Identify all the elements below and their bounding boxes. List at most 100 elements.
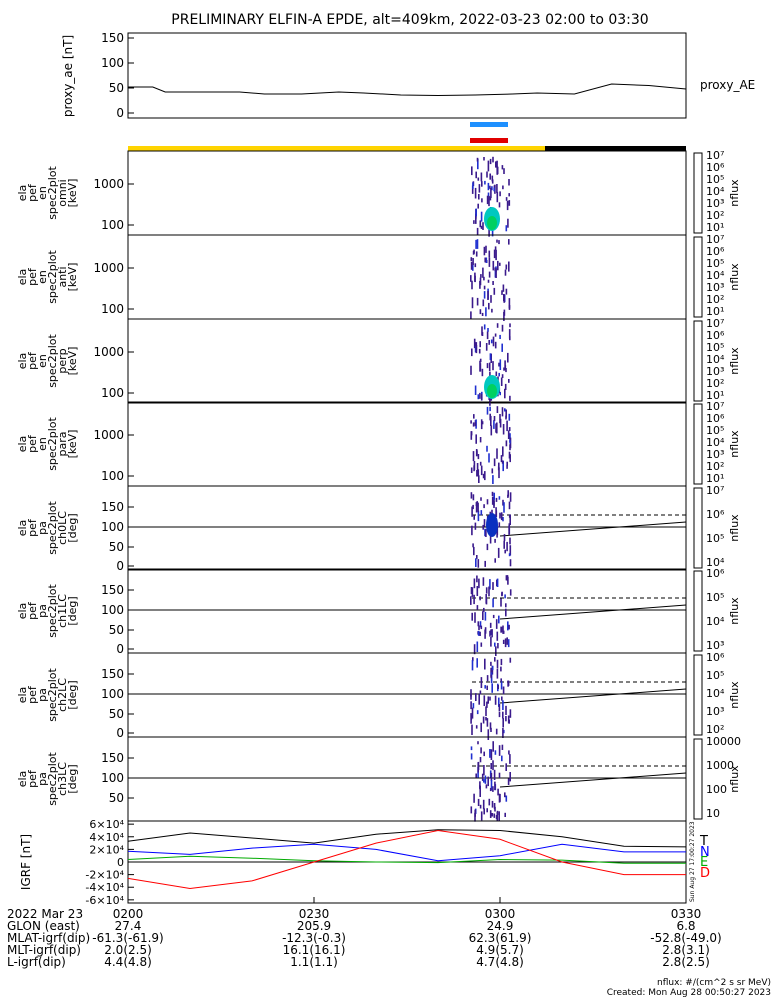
spec-pixel [505,603,507,608]
spec-pixel [471,612,473,621]
spec-pixel [498,372,500,377]
spec-pixel [508,193,510,197]
time-axis-ticks [127,897,687,903]
spec-pixel [473,793,475,803]
spec-pixel [498,362,500,367]
ephemeris-value: 62.3(61.9) [468,931,532,945]
spec-ylabel-line: en [36,270,49,284]
spec-pixel [488,798,491,806]
spec-pixel [494,246,497,251]
spec-pixel [484,775,487,784]
spec-ytick-label: 50 [109,623,124,637]
spec-pixel [481,368,484,377]
spec-pixel [502,424,505,435]
spec-pixel [479,360,481,372]
spec-pixel [502,711,504,719]
spec-pixel [497,547,500,558]
spec-pixel [482,299,485,307]
spec-pixel [507,778,510,785]
spec-pixel [498,745,501,756]
colorbar-tick-label: 10⁶ [706,329,725,342]
spec-pixel [507,352,509,363]
spec-pixel [471,707,474,719]
spec-panel: elapefenspec2plotpara[keV]100100010⁷10⁶1… [16,400,741,487]
spec-pixel [492,156,494,163]
footer-created: Created: Mon Aug 28 00:50:27 2023 [606,988,771,998]
spec-pixel [499,359,502,370]
colorbar-label: nflux [728,263,741,291]
spec-pixel [496,323,499,328]
colorbar-tick-label: 10² [706,460,724,473]
spec-panel-frame [127,150,687,236]
spec-ylabel-line: omni [56,179,69,206]
ephemeris-value: -12.3(-0.3) [282,931,346,945]
spec-pixel [503,294,505,303]
ephemeris-value: 2.8(3.1) [662,943,710,957]
spec-pixel [482,611,484,620]
spec-ylabel-line: spec2plot [46,501,59,555]
spec-pixel [485,257,488,263]
spec-pixel [495,619,498,629]
spec-pixel [479,781,481,789]
spec-ylabel-line: en [36,186,49,200]
spec-pixel [508,298,511,309]
spec-pixel [507,680,509,687]
spec-ylabel-line: anti [56,266,69,287]
spec-pixel [496,659,499,669]
spec-pixel [472,703,475,709]
spec-pixel [493,287,496,295]
spec-pixel [500,666,502,672]
spec-pixel [508,501,511,510]
spec-ylabel-line: pef [26,769,39,788]
spec-pixel [482,799,485,810]
spec-pixel [505,415,507,420]
spec-pixel [479,358,482,363]
spec-pixel [473,338,476,349]
spec-pixel [486,701,488,708]
spec-pixel [498,793,501,803]
ae-ytick-label: 50 [109,81,124,95]
colorbar-label: nflux [728,681,741,709]
colorbar-label: nflux [728,597,741,625]
ephemeris-row-glon: GLON (east) 27.4 205.9 24.9 6.8 [0,920,775,932]
spec-pixel [483,157,485,161]
spec-pixel [505,795,508,802]
spec-pixel [495,815,498,820]
ephemeris-value: 0230 [298,907,330,921]
spec-pixel [484,611,487,621]
colorbar-tick-label: 10² [706,377,724,390]
spec-pixel [475,693,477,701]
spec-pixel [475,505,478,513]
spec-pixel [508,305,511,310]
spec-pixel [471,166,473,176]
spec-ylabel-line: ela [16,185,29,202]
spec-pixel [490,661,492,666]
spec-pixel [494,657,496,662]
spec-pixel [495,497,498,502]
spec-pixel [495,161,497,168]
spec-pixel [492,760,494,771]
ae-ytick-label: 150 [101,31,124,45]
red-marker-bar [470,138,508,143]
spec-ytick-label: 100 [101,520,124,534]
spec-pixel [479,309,482,315]
spec-pixel [487,279,490,283]
spec-pixel [502,639,505,644]
spec-pixel [504,408,506,412]
ephemeris-value: 0300 [484,907,516,921]
spec-ylabel-line: spec2plot [46,584,59,638]
spec-panel: elapefenspec2plotanti[keV]100100010⁷10⁶1… [16,233,741,321]
ephemeris-value: 2.8(2.5) [662,955,710,969]
colorbar-tick-label: 10² [706,293,724,306]
spec-pixel [478,694,480,705]
ephemeris-value: -61.3(-61.9) [92,931,164,945]
spec-ylabel-line: [keV] [66,430,79,459]
spec-pixel [481,773,484,781]
spec-pixel [476,710,479,715]
loss-cone-line [499,521,687,537]
spec-pixel [479,392,481,399]
spec-pixel [470,420,472,424]
spec-pixel [490,763,492,770]
